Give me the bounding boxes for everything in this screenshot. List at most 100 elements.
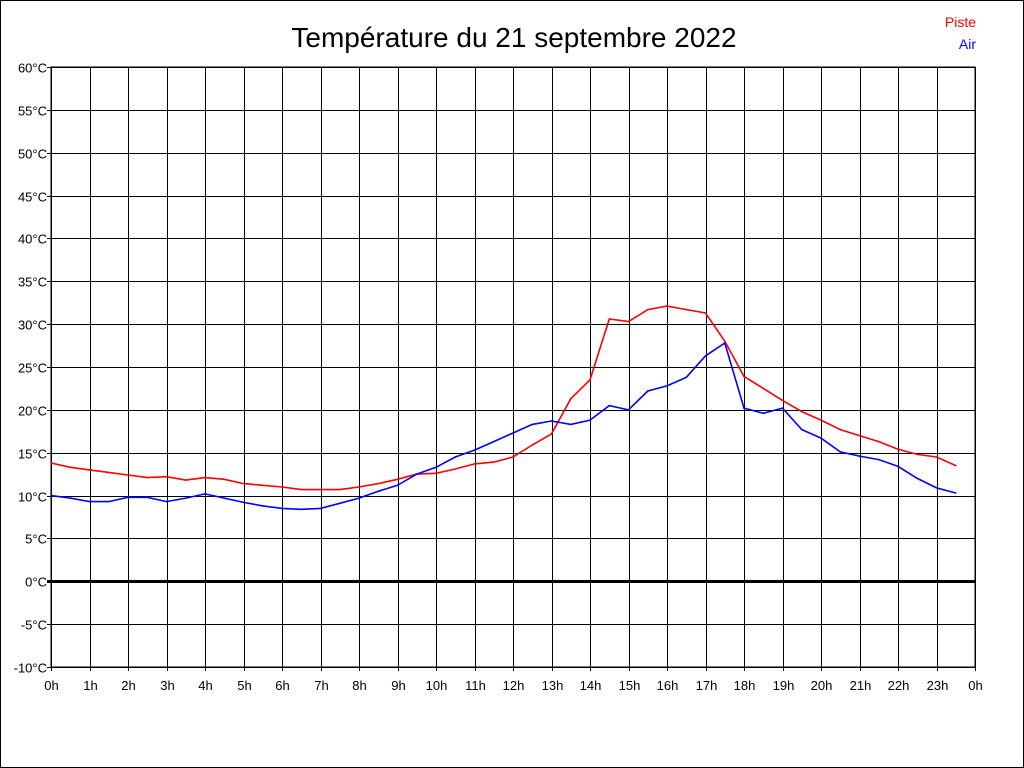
chart-title: Température du 21 septembre 2022	[291, 22, 736, 53]
y-tick-label: 15°C	[18, 447, 47, 462]
data-point-piste	[281, 486, 283, 488]
data-point-air	[88, 500, 91, 503]
y-tick-label: -10°C	[14, 661, 47, 676]
data-point-air	[415, 473, 418, 475]
data-point-piste	[69, 466, 72, 469]
data-point-air	[204, 493, 206, 495]
x-tick-label: 21h	[850, 678, 872, 693]
data-point-piste	[454, 468, 457, 470]
data-point-piste	[858, 434, 861, 437]
data-point-piste	[435, 472, 437, 475]
x-tick-label: 1h	[83, 678, 97, 693]
x-tick-label: 20h	[811, 678, 833, 693]
data-point-air	[396, 484, 399, 487]
data-point-air	[184, 497, 187, 499]
data-point-air	[781, 407, 784, 409]
data-point-piste	[800, 410, 803, 413]
data-point-piste	[300, 488, 303, 491]
data-point-air	[916, 477, 919, 480]
x-tick-label: 0h	[44, 678, 58, 693]
y-tick-label: 25°C	[18, 361, 47, 376]
y-tick-label: 40°C	[18, 232, 47, 247]
data-point-piste	[242, 482, 245, 485]
x-tick-label: 5h	[237, 678, 251, 693]
legend-entry-piste: Piste	[945, 14, 976, 30]
data-point-piste	[723, 340, 726, 343]
data-point-piste	[146, 476, 149, 479]
x-tick-label: 8h	[352, 678, 366, 693]
data-point-air	[473, 449, 476, 451]
x-tick-label: 4h	[198, 678, 212, 693]
data-point-air	[685, 376, 688, 379]
x-tick-label: 18h	[734, 678, 756, 693]
data-point-piste	[88, 469, 91, 471]
x-tick-label: 6h	[275, 678, 289, 693]
data-point-air	[800, 428, 803, 431]
data-point-piste	[916, 453, 919, 456]
data-point-air	[454, 456, 457, 458]
data-point-piste	[608, 318, 611, 320]
data-point-air	[146, 496, 149, 499]
data-point-air	[50, 494, 52, 497]
x-tick-label: 15h	[619, 678, 641, 693]
data-point-piste	[839, 428, 842, 431]
data-point-air	[261, 505, 264, 507]
data-point-piste	[589, 379, 591, 381]
x-tick-label: 10h	[426, 678, 448, 693]
data-point-piste	[877, 440, 880, 443]
data-point-piste	[781, 399, 784, 402]
data-point-piste	[127, 474, 129, 476]
data-point-air	[954, 492, 957, 494]
data-point-piste	[646, 308, 649, 311]
data-point-air	[877, 458, 880, 461]
x-tick-label: 17h	[696, 678, 718, 693]
data-point-air	[589, 419, 591, 421]
data-point-piste	[261, 484, 264, 487]
x-tick-label: 13h	[542, 678, 564, 693]
x-tick-label: 3h	[160, 678, 174, 693]
data-point-piste	[377, 482, 380, 485]
data-point-piste	[512, 456, 514, 458]
data-point-air	[839, 451, 842, 453]
y-tick-label: 55°C	[18, 104, 47, 119]
y-tick-label: 20°C	[18, 404, 47, 419]
y-tick-label: 10°C	[18, 490, 47, 505]
x-tick-label: 16h	[657, 678, 679, 693]
data-point-air	[762, 412, 765, 415]
data-point-piste	[492, 461, 495, 463]
y-tick-label: 60°C	[18, 61, 47, 76]
data-point-air	[319, 507, 322, 510]
y-tick-label: 30°C	[18, 318, 47, 333]
data-point-piste	[935, 456, 938, 458]
data-point-piste	[50, 462, 52, 464]
data-point-piste	[666, 305, 668, 307]
x-tick-label: 19h	[773, 678, 795, 693]
x-tick-label: 2h	[121, 678, 135, 693]
series-line-air	[50, 341, 957, 511]
x-tick-label: 14h	[580, 678, 602, 693]
data-point-piste	[204, 476, 206, 479]
x-tick-label: 22h	[888, 678, 910, 693]
data-point-air	[569, 423, 572, 426]
data-point-piste	[569, 397, 572, 400]
legend-entry-air: Air	[959, 36, 976, 52]
data-point-air	[69, 497, 72, 499]
y-tick-label: 50°C	[18, 147, 47, 162]
data-point-piste	[184, 479, 187, 481]
data-point-piste	[338, 488, 341, 491]
y-tick-label: 0°C	[25, 575, 47, 590]
data-point-piste	[820, 419, 822, 421]
series-line-piste	[50, 305, 957, 491]
x-tick-label: 7h	[314, 678, 328, 693]
data-point-air	[627, 409, 630, 411]
data-point-air	[550, 420, 553, 422]
data-point-piste	[627, 320, 630, 323]
y-tick-label: -5°C	[21, 618, 47, 633]
data-point-piste	[473, 463, 476, 465]
data-point-piste	[704, 312, 707, 314]
data-point-piste	[762, 387, 765, 390]
data-point-piste	[319, 488, 322, 491]
data-point-air	[358, 497, 360, 499]
